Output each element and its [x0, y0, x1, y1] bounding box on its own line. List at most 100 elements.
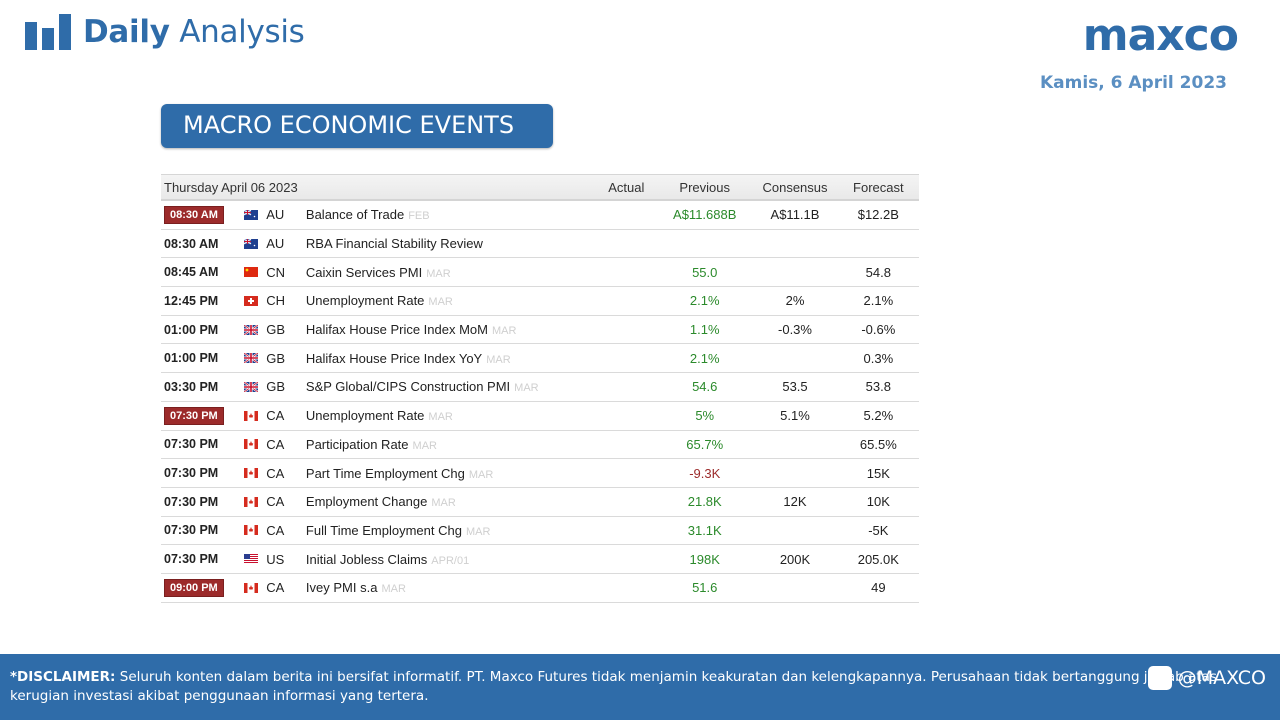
- table-row[interactable]: 07:30 PM CA Full Time Employment Chg MAR 31.…: [161, 517, 919, 546]
- event-time: 07:30 PM: [161, 437, 244, 451]
- event-time: 12:45 PM: [161, 294, 244, 308]
- event-name[interactable]: Halifax House Price Index YoY: [305, 350, 483, 366]
- event-name[interactable]: Unemployment Rate: [305, 408, 425, 424]
- event-name[interactable]: Unemployment Rate: [305, 293, 425, 309]
- country-code: CN: [266, 264, 285, 280]
- social-handle-area[interactable]: @MAXCO: [1147, 666, 1266, 690]
- event-name-cell[interactable]: Ivey PMI s.a MAR: [306, 580, 596, 595]
- event-name-cell[interactable]: Unemployment Rate MAR: [306, 408, 596, 423]
- event-name-cell[interactable]: Initial Jobless Claims APR/01: [306, 552, 596, 567]
- time-badge: 09:00 PM: [164, 578, 224, 597]
- event-time: 08:30 AM: [161, 237, 244, 251]
- forecast-value: 54.8: [865, 264, 891, 280]
- table-row[interactable]: 03:30 PM GB S&P Global/CIPS Construction P…: [161, 373, 919, 402]
- event-period: MAR: [428, 296, 453, 309]
- previous-value: 54.6: [692, 379, 718, 395]
- previous-value: 51.6: [692, 580, 718, 596]
- event-name-cell[interactable]: Full Time Employment Chg MAR: [306, 523, 596, 538]
- table-row[interactable]: 08:30 AM AU RBA Financial Stability Review: [161, 230, 919, 259]
- event-period: FEB: [408, 210, 430, 223]
- disclaimer-text: Seluruh konten dalam berita ini bersifat…: [10, 669, 1217, 704]
- forecast-value: -0.6%: [861, 322, 896, 338]
- forecast-value: 49: [871, 580, 886, 596]
- table-header: Thursday April 06 2023 Actual Previous C…: [161, 174, 919, 201]
- event-name[interactable]: S&P Global/CIPS Construction PMI: [305, 379, 511, 395]
- country-code: AU: [266, 236, 285, 252]
- forecast-value: $12.2B: [857, 207, 899, 223]
- event-name[interactable]: Employment Change: [305, 494, 428, 510]
- table-row[interactable]: 08:30 AM AU Balance of Trade FEB A$11.688B A$…: [161, 201, 919, 230]
- country-code: CA: [266, 580, 285, 596]
- brand: Daily Analysis: [25, 14, 305, 50]
- country-flag-icon: [244, 353, 262, 364]
- table-row[interactable]: 07:30 PM US Initial Jobless Claims APR/01 19…: [161, 545, 919, 574]
- event-name[interactable]: Initial Jobless Claims: [305, 551, 428, 567]
- country-flag-icon: [244, 267, 262, 278]
- column-forecast: Forecast: [853, 179, 904, 195]
- event-time: 07:30 PM: [161, 495, 244, 509]
- country-flag-icon: [244, 525, 262, 536]
- previous-value: 55.0: [692, 264, 718, 280]
- table-row[interactable]: 07:30 PM CA Employment Change MAR 21.8K 12K 10…: [161, 488, 919, 517]
- event-name[interactable]: Balance of Trade: [305, 207, 405, 223]
- forecast-value: 5.2%: [863, 408, 894, 424]
- country-code: CA: [266, 465, 285, 481]
- event-name[interactable]: Caixin Services PMI: [305, 264, 423, 280]
- event-name[interactable]: RBA Financial Stability Review: [305, 236, 483, 252]
- forecast-value: 10K: [866, 494, 890, 510]
- event-name[interactable]: Ivey PMI s.a: [305, 580, 378, 596]
- event-name-cell[interactable]: Unemployment Rate MAR: [306, 293, 596, 308]
- event-name[interactable]: Halifax House Price Index MoM: [305, 322, 488, 338]
- country-flag-icon: [244, 381, 262, 392]
- event-name[interactable]: Full Time Employment Chg: [305, 522, 462, 538]
- event-name-cell[interactable]: Part Time Employment Chg MAR: [306, 466, 596, 481]
- country-flag-icon: [244, 209, 262, 220]
- event-name-cell[interactable]: Halifax House Price Index MoM MAR: [306, 322, 596, 337]
- table-row[interactable]: 08:45 AM CN Caixin Services PMI MAR 55.0 54.8: [161, 258, 919, 288]
- previous-value: 5%: [695, 408, 715, 424]
- table-row[interactable]: 07:30 PM CA Unemployment Rate MAR 5% 5.1% 5.2%: [161, 402, 919, 431]
- event-period: MAR: [426, 267, 451, 280]
- country-flag-icon: [244, 468, 262, 479]
- consensus-value: 12K: [783, 494, 807, 510]
- social-handle: @MAXCO: [1177, 667, 1266, 689]
- table-row[interactable]: 01:00 PM GB Halifax House Price Index MoM M…: [161, 316, 919, 345]
- time-text: 07:30 PM: [164, 523, 219, 538]
- event-name[interactable]: Part Time Employment Chg: [305, 465, 465, 481]
- event-name-cell[interactable]: Employment Change MAR: [306, 494, 596, 509]
- previous-value: 21.8K: [687, 494, 722, 510]
- country-flag-icon: [244, 324, 262, 335]
- event-period: APR/01: [431, 554, 470, 567]
- forecast-value: 15K: [866, 465, 890, 481]
- event-name-cell[interactable]: Balance of Trade FEB: [306, 207, 596, 222]
- event-time: 07:30 PM: [161, 552, 244, 566]
- country-flag-icon: [244, 410, 262, 421]
- event-time: 08:45 AM: [161, 265, 244, 279]
- column-consensus: Consensus: [762, 179, 828, 195]
- time-text: 01:00 PM: [164, 351, 219, 366]
- table-row[interactable]: 09:00 PM CA Ivey PMI s.a MAR 51.6 49: [161, 574, 919, 603]
- table-row[interactable]: 07:30 PM CA Part Time Employment Chg MAR -9.…: [161, 459, 919, 488]
- country-code: GB: [266, 350, 286, 366]
- event-period: MAR: [412, 439, 437, 452]
- previous-value: 31.1K: [687, 522, 722, 538]
- page-title: Daily Analysis: [83, 14, 305, 50]
- event-name-cell[interactable]: Halifax House Price Index YoY MAR: [306, 351, 596, 366]
- table-row[interactable]: 12:45 PM CH Unemployment Rate MAR 2.1% 2% 2.1%: [161, 287, 919, 316]
- time-text: 07:30 PM: [164, 437, 219, 452]
- event-name-cell[interactable]: Participation Rate MAR: [306, 437, 596, 452]
- maxco-logo: maxco: [1082, 10, 1239, 61]
- event-period: MAR: [491, 325, 517, 338]
- table-row[interactable]: 07:30 PM CA Participation Rate MAR 65.7% 65.5…: [161, 431, 919, 460]
- table-row[interactable]: 01:00 PM GB Halifax House Price Index YoY M…: [161, 344, 919, 374]
- forecast-value: 65.5%: [859, 436, 897, 452]
- event-name-cell[interactable]: S&P Global/CIPS Construction PMI MAR: [306, 379, 596, 394]
- time-badge: 07:30 PM: [164, 406, 224, 425]
- event-name[interactable]: Participation Rate: [305, 436, 409, 452]
- report-date: Kamis, 6 April 2023: [1039, 73, 1227, 93]
- event-name-cell[interactable]: Caixin Services PMI MAR: [306, 265, 596, 280]
- country-code: CA: [266, 408, 285, 424]
- event-name-cell[interactable]: RBA Financial Stability Review: [306, 236, 596, 251]
- time-text: 03:30 PM: [164, 379, 219, 394]
- country-flag-icon: [244, 439, 262, 450]
